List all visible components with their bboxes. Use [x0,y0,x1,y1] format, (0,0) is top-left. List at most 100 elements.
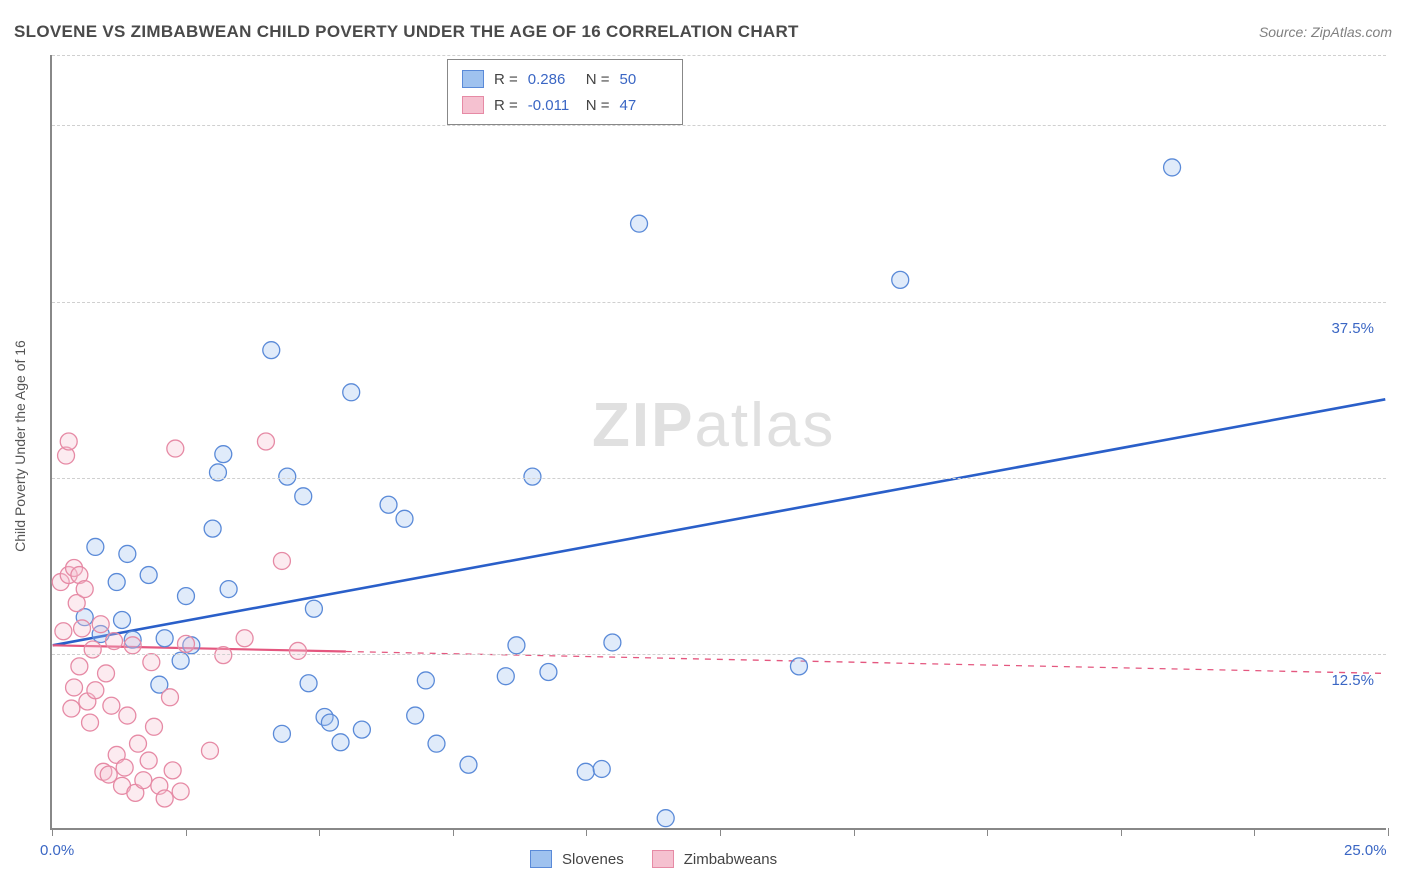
data-point [74,620,91,637]
watermark-bold: ZIP [592,391,694,460]
data-point [127,784,144,801]
chart-title: SLOVENE VS ZIMBABWEAN CHILD POVERTY UNDE… [14,22,799,42]
data-point [143,654,160,671]
data-point [119,707,136,724]
data-point [164,762,181,779]
data-point [790,658,807,675]
data-point [657,810,674,827]
data-point [92,616,109,633]
scatter-points-layer [52,55,1386,828]
data-point [60,567,77,584]
trend-line [53,645,346,651]
data-point [497,668,514,685]
data-point [146,718,163,735]
n-value: 50 [620,71,668,88]
data-point [201,742,218,759]
data-point [87,682,104,699]
x-tick [1121,828,1122,836]
data-point [95,763,112,780]
data-point [172,783,189,800]
x-tick [52,828,53,836]
data-point [58,447,75,464]
data-point [183,637,200,654]
legend-swatch [530,850,552,868]
data-point [106,633,123,650]
trend-lines-layer [52,55,1386,828]
data-point [604,634,621,651]
x-tick [854,828,855,836]
legend-item: Zimbabweans [652,846,777,872]
data-point [60,433,77,450]
data-point [162,689,179,706]
data-point [428,735,445,752]
data-point [316,708,333,725]
data-point [524,468,541,485]
y-tick-label: 37.5% [1331,320,1374,337]
data-point [343,384,360,401]
n-value: 47 [620,97,668,114]
data-point [1164,159,1181,176]
data-point [305,600,322,617]
data-point [353,721,370,738]
data-point [119,545,136,562]
data-point [52,574,69,591]
plot-area: ZIPatlas R =0.286N =50R =-0.011N =47 12.… [50,55,1386,830]
data-point [114,612,131,629]
data-point [114,777,131,794]
n-label: N = [586,71,610,88]
data-point [151,676,168,693]
data-point [380,496,397,513]
data-point [540,664,557,681]
data-point [236,630,253,647]
x-tick [186,828,187,836]
watermark: ZIPatlas [592,390,835,461]
data-point [460,756,477,773]
series-legend: Slovenes Zimbabweans [530,846,777,872]
data-point [204,520,221,537]
header: SLOVENE VS ZIMBABWEAN CHILD POVERTY UNDE… [14,18,1392,46]
data-point [577,763,594,780]
data-point [892,271,909,288]
data-point [84,641,101,658]
legend-swatch [462,96,484,114]
data-point [103,697,120,714]
gridline [52,654,1386,655]
data-point [215,647,232,664]
data-point [135,772,152,789]
data-point [407,707,424,724]
data-point [151,777,168,794]
r-value: 0.286 [528,71,576,88]
data-point [124,631,141,648]
watermark-light: atlas [694,391,835,460]
n-label: N = [586,97,610,114]
x-tick [586,828,587,836]
data-point [140,567,157,584]
legend-swatch [462,70,484,88]
data-point [396,510,413,527]
data-point [98,665,115,682]
data-point [156,630,173,647]
data-point [156,790,173,807]
data-point [124,637,141,654]
data-point [508,637,525,654]
x-tick [319,828,320,836]
data-point [82,714,99,731]
r-value: -0.011 [528,97,576,114]
r-label: R = [494,97,518,114]
legend-swatch [652,850,674,868]
gridline [52,478,1386,479]
data-point [220,581,237,598]
data-point [71,567,88,584]
data-point [108,746,125,763]
data-point [215,446,232,463]
source-label: Source: ZipAtlas.com [1259,24,1392,40]
x-tick [1254,828,1255,836]
legend-item: Slovenes [530,846,624,872]
data-point [100,766,117,783]
legend-row: R =0.286N =50 [462,66,668,92]
data-point [273,552,290,569]
data-point [92,626,109,643]
legend-label: Zimbabweans [684,851,777,868]
trend-line [53,399,1386,645]
x-tick [1388,828,1389,836]
